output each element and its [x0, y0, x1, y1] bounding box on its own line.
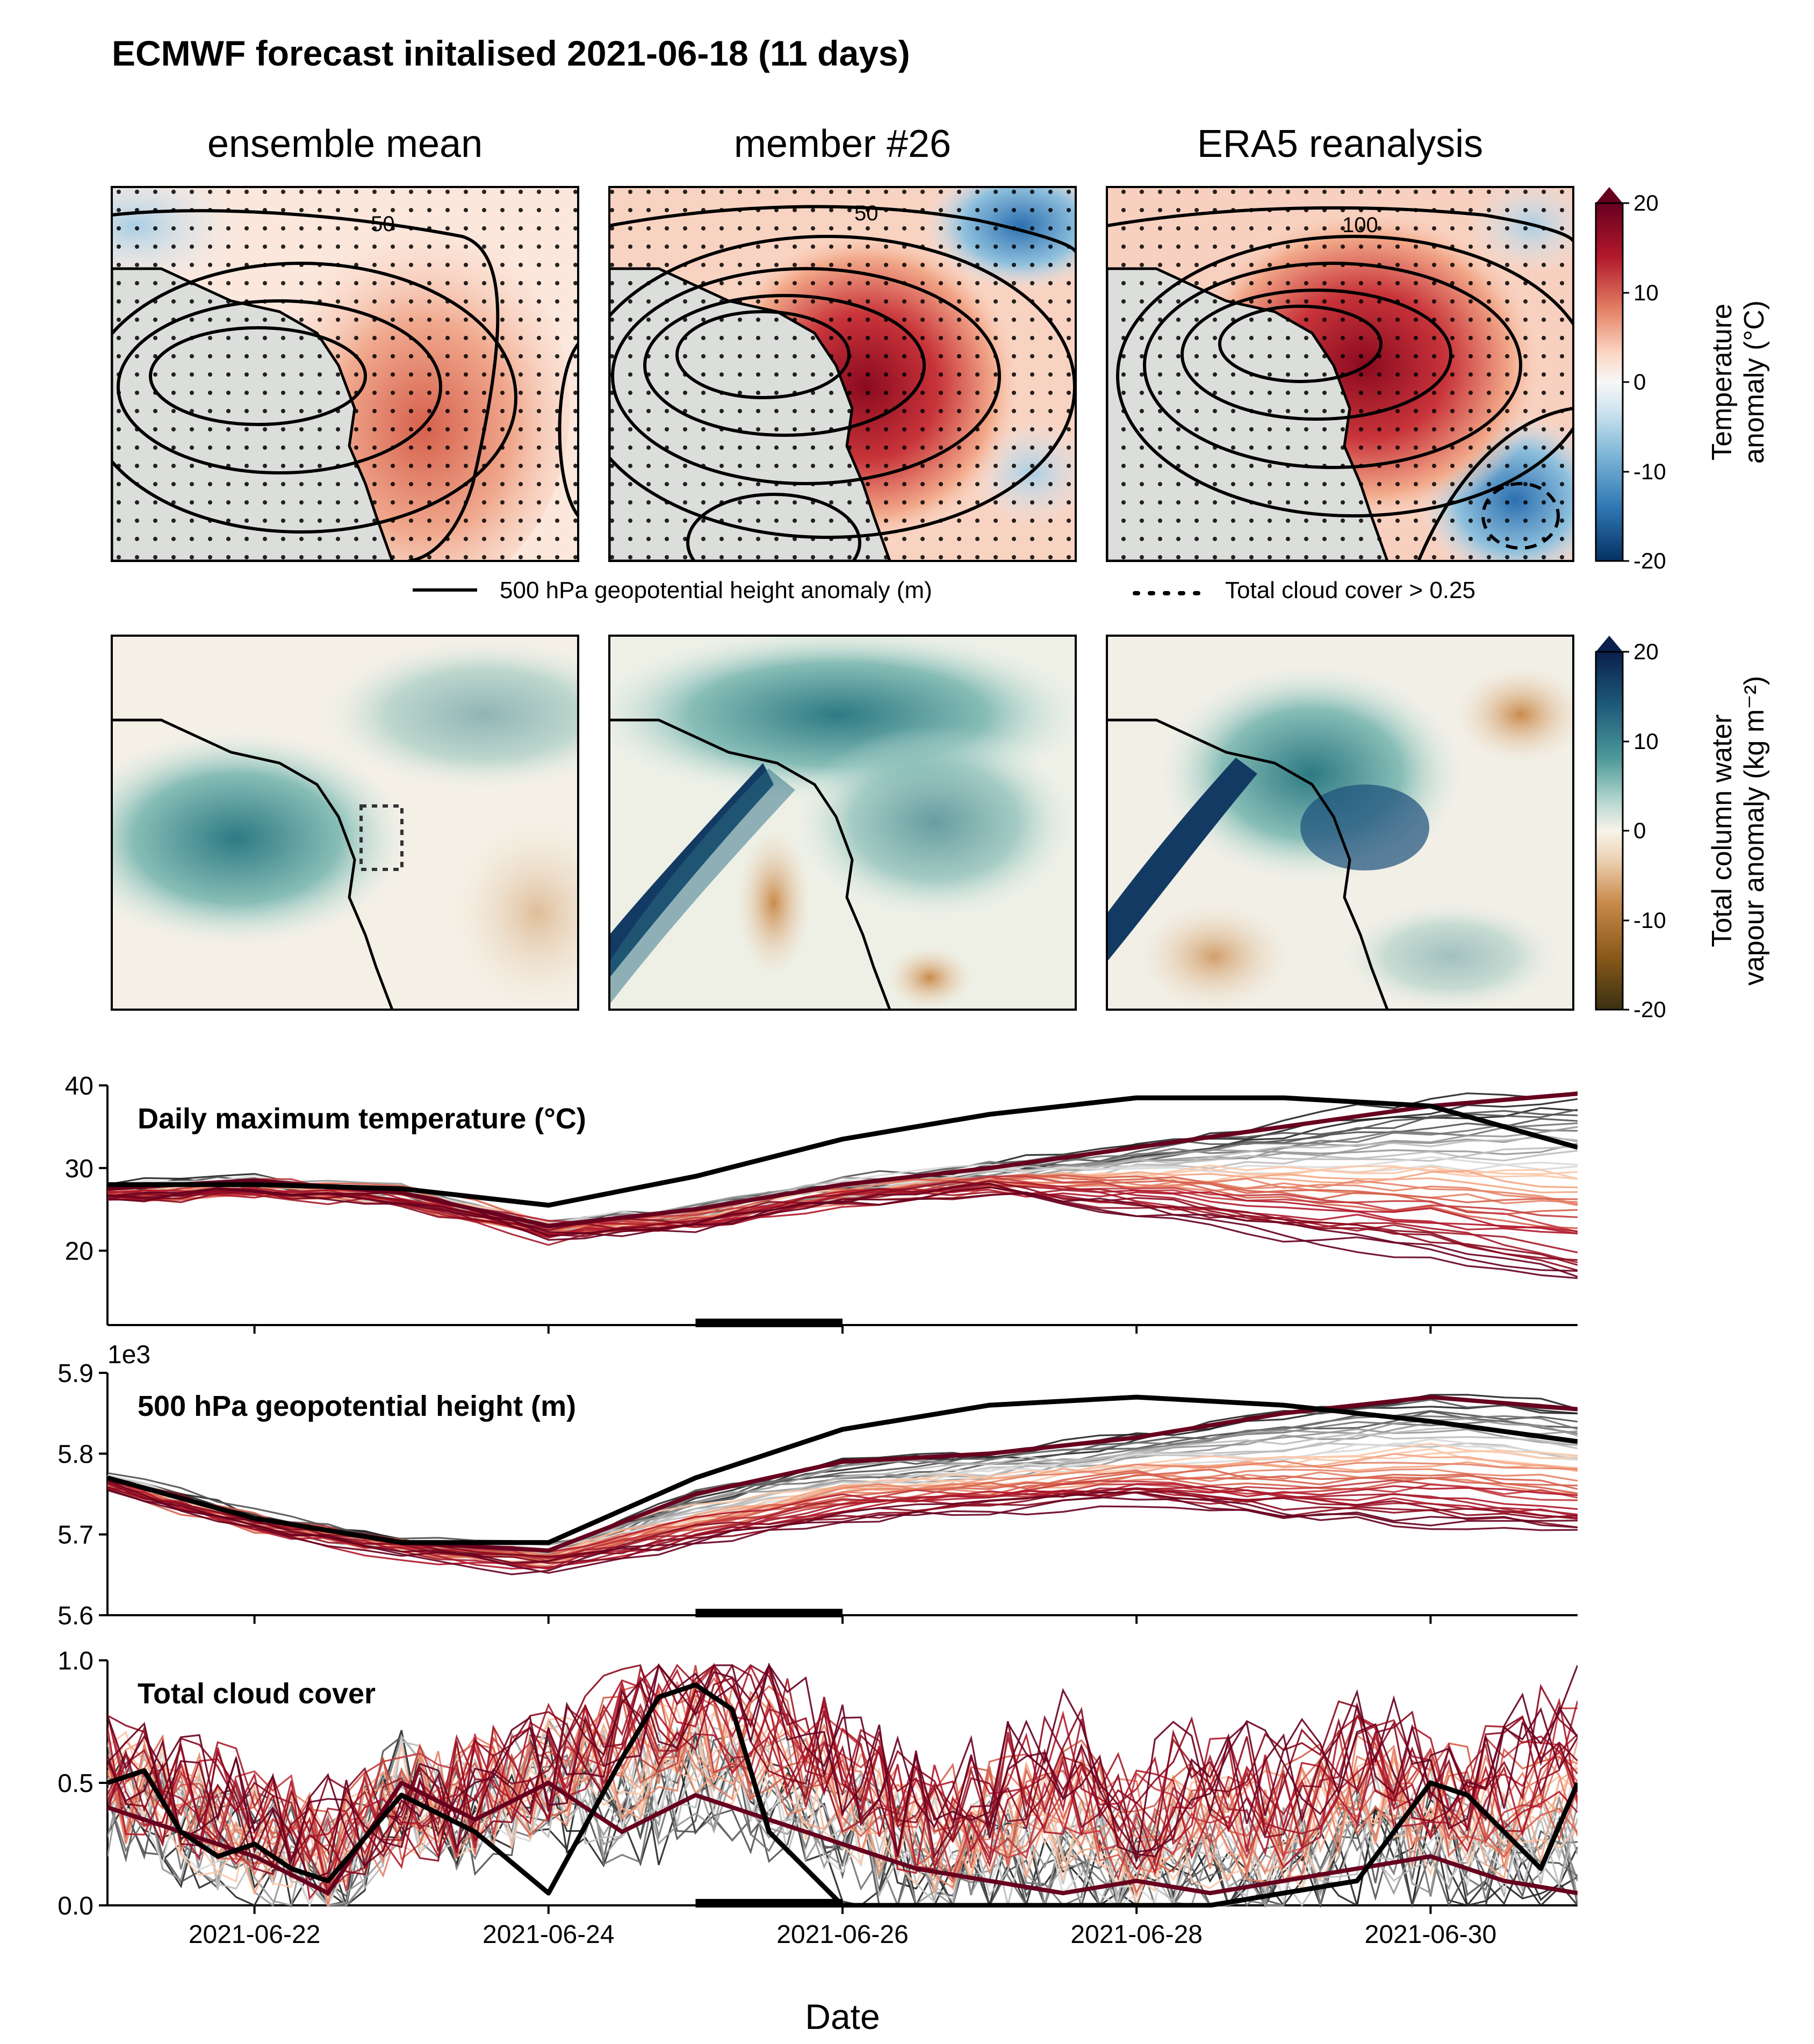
colorbar-tick: -20: [1633, 997, 1666, 1022]
temperature-colorbar: 20 10 0 -10 -20 Temperature anomaly (°C): [1595, 187, 1770, 573]
temperature-map-era5: 100: [1107, 187, 1573, 561]
colorbar-label: Total column water: [1707, 714, 1738, 947]
ensemble-member-line: [107, 1663, 1578, 1865]
y-tick-label: 5.9: [57, 1359, 93, 1388]
x-tick-label: 2021-06-22: [189, 1920, 321, 1949]
column-title-member-26: member #26: [734, 123, 951, 165]
y-tick-label: 5.6: [57, 1602, 93, 1630]
ensemble-member-line: [107, 1186, 1578, 1278]
era5-line: [107, 1095, 1578, 1208]
figure-title: ECMWF forecast initalised 2021-06-18 (11…: [112, 33, 910, 73]
y-tick-label: 40: [65, 1072, 93, 1100]
map-frame: [608, 635, 1077, 1011]
coastline: [112, 718, 394, 1010]
tcwv-map-ensemble-mean: [112, 636, 578, 1010]
colorbar-tick: 10: [1633, 729, 1659, 754]
map-legend: 500 hPa geopotential height anomaly (m) …: [413, 577, 1475, 603]
tcwv-colorbar: 20 10 0 -10 -20 Total column water vapou…: [1595, 636, 1770, 1022]
x-tick-label: 2021-06-28: [1070, 1920, 1203, 1949]
tcwv-map-member-26: [609, 636, 1076, 1010]
y-tick-label: 5.7: [57, 1521, 93, 1550]
colorbar-tick: 10: [1633, 280, 1659, 305]
ensemble-member-line: [107, 1662, 1578, 1901]
map-frame: [111, 186, 579, 562]
subplot-title: Total cloud cover: [138, 1678, 376, 1710]
colorbar-label: Temperature: [1707, 304, 1738, 460]
ensemble-member-line: [107, 1676, 1578, 1876]
target-region-box: [359, 804, 404, 871]
colorbar-tick: 0: [1633, 818, 1646, 843]
ensemble-member-line: [107, 1480, 1578, 1564]
ensemble-member-line: [107, 1480, 1578, 1558]
map-frame: [1106, 186, 1574, 562]
ensemble-member-line: [107, 1179, 1578, 1233]
ensemble-member-line: [107, 1679, 1578, 1895]
y-tick-label: 0.5: [57, 1769, 93, 1798]
x-tick-label: 2021-06-24: [483, 1920, 615, 1949]
line-chart-tmax: 40 30 20 Daily maximum temperature (°C): [65, 1072, 1578, 1334]
colorbar-tick: -10: [1633, 459, 1666, 484]
map-frame: [1106, 635, 1574, 1011]
ensemble-member-line: [107, 1664, 1578, 1871]
ensemble-member-line: [107, 1186, 1578, 1272]
era5-line: [107, 1394, 1578, 1545]
colorbar-label: vapour anomaly (kg m⁻²): [1739, 676, 1770, 986]
column-title-era5: ERA5 reanalysis: [1197, 123, 1483, 165]
ensemble-member-line: [107, 1747, 1578, 1908]
colorbar-tick: 0: [1633, 369, 1646, 394]
colorbar-label: anomaly (°C): [1739, 300, 1770, 464]
ensemble-member-line: [107, 1662, 1578, 1872]
line-chart-cloud: 1.0 0.5 0.0 2021-06-22 2021-06-24 2021-06-26 2…: [57, 1647, 1578, 2036]
subplot-title: Daily maximum temperature (°C): [138, 1103, 586, 1135]
ensemble-member-line: [107, 1481, 1578, 1566]
colorbar-tick: -10: [1633, 908, 1666, 933]
ensemble-member-line: [107, 1488, 1578, 1574]
legend-cloud: Total cloud cover > 0.25: [1225, 577, 1475, 603]
map-frame: [608, 186, 1077, 562]
colorbar-tick: 20: [1633, 190, 1659, 215]
x-tick-label: 2021-06-26: [776, 1920, 909, 1949]
coastline: [1107, 718, 1389, 1010]
temperature-map-member-26: 50: [609, 187, 1076, 561]
legend-z500: 500 hPa geopotential height anomaly (m): [500, 577, 932, 603]
x-axis-label: Date: [805, 1997, 880, 2036]
axis-offset-text: 1e3: [107, 1341, 150, 1369]
x-tick-label: 2021-06-30: [1365, 1920, 1497, 1949]
y-tick-label: 0.0: [57, 1892, 93, 1920]
subplot-title: 500 hPa geopotential height (m): [138, 1390, 576, 1422]
colorbar-tick: -20: [1633, 548, 1666, 573]
y-tick-label: 20: [65, 1237, 93, 1266]
contour-label: 100: [1342, 213, 1378, 237]
member-26-line: [107, 1781, 1578, 1896]
ensemble-member-line: [107, 1432, 1578, 1552]
era5-line: [107, 1682, 1578, 1908]
ensemble-member-line: [107, 1182, 1578, 1279]
coastline: [609, 718, 891, 1010]
ensemble-member-line: [107, 1676, 1578, 1884]
contour-label: 50: [371, 212, 395, 236]
temperature-map-ensemble-mean: 50: [112, 187, 578, 561]
ensemble-member-line: [107, 1664, 1578, 1866]
colorbar-tick: 20: [1633, 639, 1659, 664]
map-frame: [111, 635, 579, 1011]
tcwv-map-era5: [1107, 636, 1573, 1010]
y-tick-label: 30: [65, 1155, 93, 1183]
line-chart-z500: 5.9 5.8 5.7 5.6 500 hPa geopotential height …: [57, 1341, 1578, 1630]
ensemble-member-line: [107, 1710, 1578, 1908]
y-tick-label: 1.0: [57, 1647, 93, 1675]
ensemble-member-line: [107, 1724, 1578, 1908]
column-title-ensemble-mean: ensemble mean: [207, 123, 483, 165]
contour-label: 50: [854, 201, 879, 225]
y-tick-label: 5.8: [57, 1440, 93, 1469]
